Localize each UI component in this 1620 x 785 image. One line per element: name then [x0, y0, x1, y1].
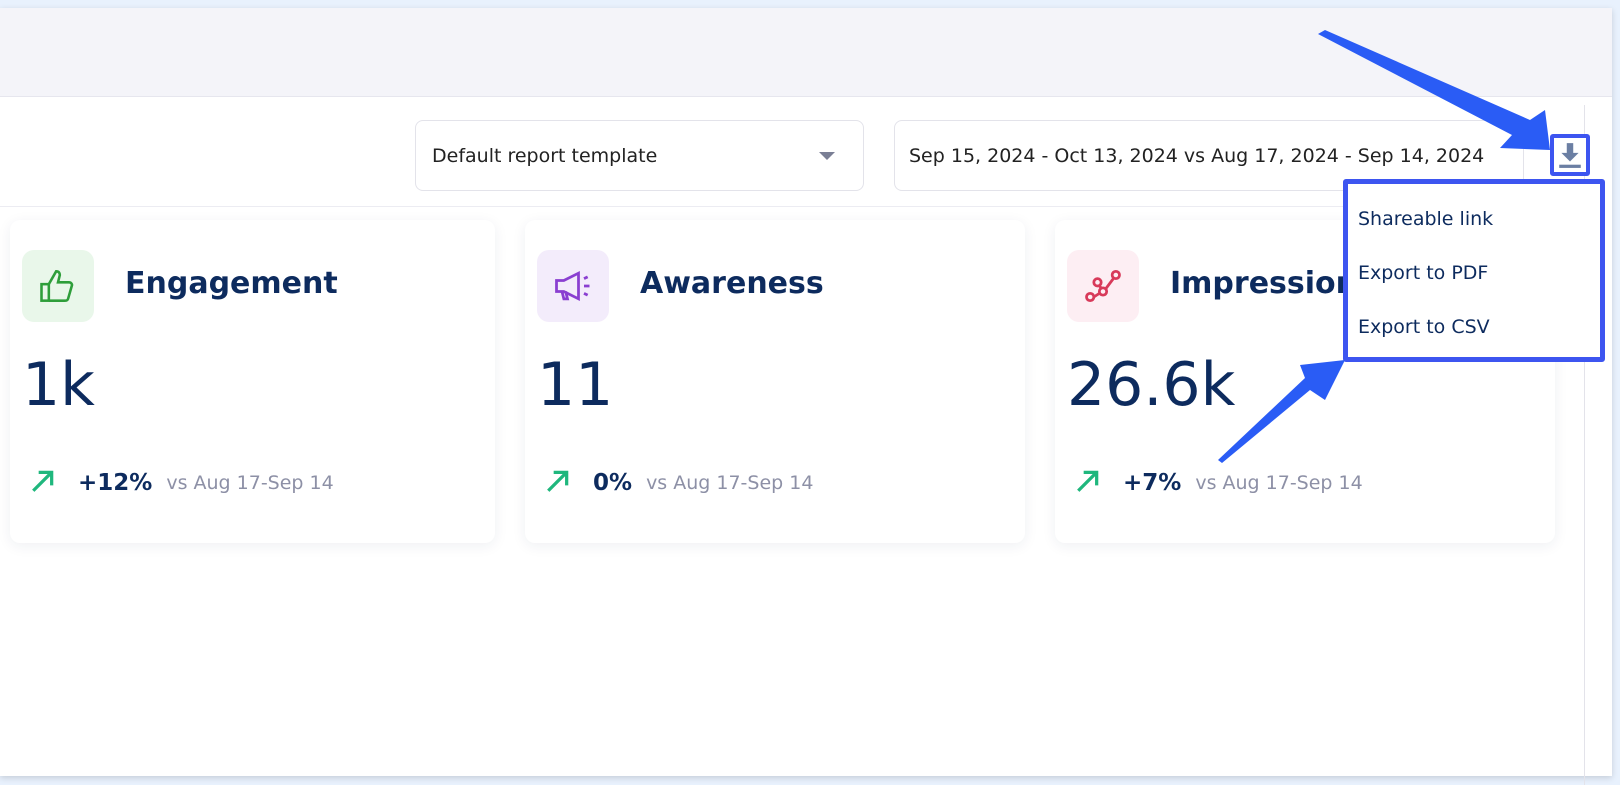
card-change: +7%	[1123, 470, 1182, 496]
menu-item-export-csv[interactable]: Export to CSV	[1358, 316, 1490, 338]
report-template-value: Default report template	[432, 144, 658, 167]
card-value: 26.6k	[1067, 350, 1236, 420]
menu-item-export-pdf[interactable]: Export to PDF	[1358, 262, 1489, 284]
report-template-select[interactable]: Default report template	[415, 120, 864, 191]
trend-up-icon	[30, 468, 56, 498]
card-change: 0%	[593, 470, 633, 496]
download-icon	[1559, 143, 1581, 168]
caret-down-icon	[819, 151, 835, 160]
metric-card-awareness: Awareness 11 0% vs Aug 17-Sep 14	[525, 220, 1025, 543]
card-compare: vs Aug 17-Sep 14	[1195, 472, 1363, 494]
report-window: Default report template Sep 15, 2024 - O…	[0, 8, 1612, 785]
card-title: Impressions	[1170, 266, 1375, 301]
trend-up-icon	[1075, 468, 1101, 498]
metric-card-engagement: Engagement 1k +12% vs Aug 17-Sep 14	[10, 220, 495, 543]
date-range-value: Sep 15, 2024 - Oct 13, 2024 vs Aug 17, 2…	[909, 144, 1485, 167]
card-title: Awareness	[640, 266, 824, 301]
thumbs-up-icon	[22, 250, 94, 322]
card-value: 11	[537, 350, 614, 420]
card-title: Engagement	[125, 266, 338, 301]
card-value: 1k	[22, 350, 95, 420]
card-change: +12%	[78, 470, 153, 496]
card-compare: vs Aug 17-Sep 14	[166, 472, 334, 494]
card-compare: vs Aug 17-Sep 14	[646, 472, 814, 494]
header-band	[0, 8, 1612, 97]
megaphone-icon	[537, 250, 609, 322]
scrollbar-track[interactable]	[1584, 105, 1585, 785]
trend-up-icon	[545, 468, 571, 498]
export-menu: Shareable link Export to PDF Export to C…	[1343, 179, 1605, 362]
date-range-picker[interactable]: Sep 15, 2024 - Oct 13, 2024 vs Aug 17, 2…	[894, 120, 1524, 191]
download-button[interactable]	[1550, 134, 1590, 176]
divider	[0, 206, 1586, 207]
menu-item-shareable-link[interactable]: Shareable link	[1358, 208, 1494, 230]
share-nodes-icon	[1067, 250, 1139, 322]
